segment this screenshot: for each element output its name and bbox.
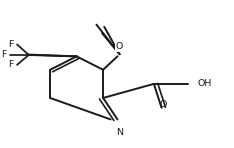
Text: O: O <box>116 42 123 52</box>
Text: F: F <box>8 60 14 69</box>
Text: F: F <box>1 50 7 59</box>
Text: F: F <box>8 40 14 49</box>
Text: O: O <box>159 100 166 108</box>
Text: OH: OH <box>198 79 212 88</box>
Text: N: N <box>116 128 123 137</box>
Text: O: O <box>116 42 123 52</box>
